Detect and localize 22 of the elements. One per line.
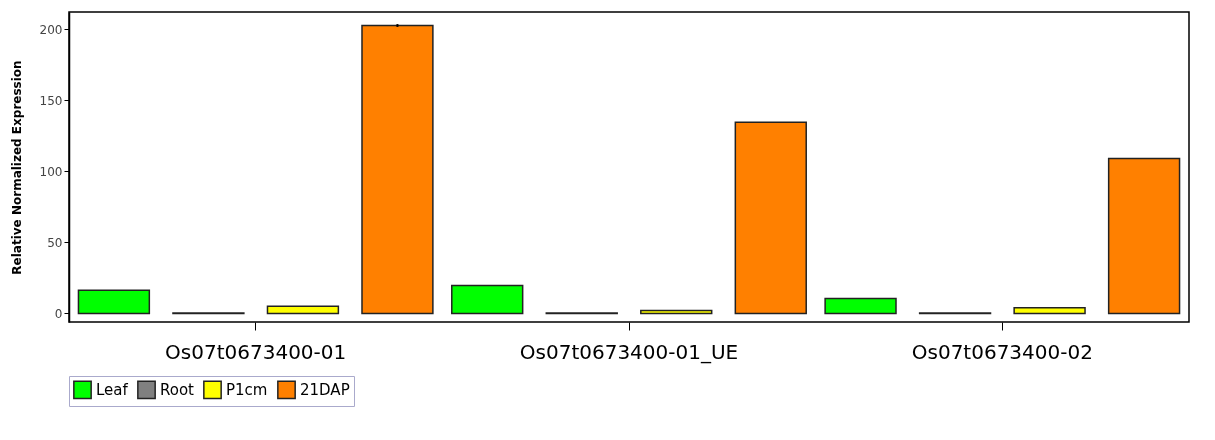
legend-label: Root (160, 380, 195, 399)
y-tick-label: 150 (39, 93, 63, 108)
y-tick-label: 100 (39, 164, 63, 179)
bar (361, 24, 434, 315)
x-tick-label: Os07t0673400-01 (165, 339, 347, 364)
legend-label: Leaf (96, 380, 129, 399)
bar (640, 309, 713, 315)
y-tick-label: 50 (47, 235, 63, 250)
bar (1013, 307, 1086, 315)
bar (734, 121, 807, 315)
bar (77, 289, 151, 315)
y-axis-title: Relative Normalized Expression (9, 60, 24, 275)
y-tick-label: 0 (54, 306, 63, 321)
bar (451, 284, 524, 315)
legend-label: P1cm (226, 380, 268, 399)
bar (1107, 157, 1181, 315)
legend-label: 21DAP (300, 380, 350, 399)
x-tick-label: Os07t0673400-02 (911, 339, 1093, 364)
bar (266, 305, 340, 315)
bar (824, 297, 897, 315)
x-tick-label: Os07t0673400-01_UE (519, 339, 739, 364)
y-tick-label: 200 (39, 22, 63, 37)
